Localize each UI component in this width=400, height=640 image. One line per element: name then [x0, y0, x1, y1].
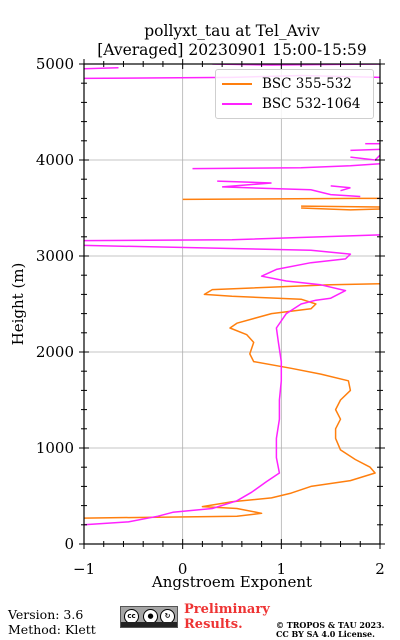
- series-segment-bsc-532-1064: [84, 67, 119, 70]
- x-tick-label: 0: [177, 560, 188, 578]
- series-segment-bsc-532-1064: [330, 185, 351, 192]
- x-tick-label: 1: [276, 560, 287, 578]
- series-segment-bsc-532-1064: [217, 180, 361, 198]
- y-tick-label: 5000: [35, 55, 74, 73]
- y-tick-label: 1000: [35, 439, 74, 457]
- legend-label: BSC 532-1064: [262, 96, 361, 112]
- series-segment-bsc-532-1064: [350, 154, 380, 161]
- y-tick-label: 3000: [35, 247, 74, 265]
- method-text: Method: Klett: [8, 622, 96, 637]
- series-segment-bsc-532-1064: [192, 163, 380, 170]
- cc-license-badge: cc ● ↻: [120, 606, 178, 628]
- x-axis-label: Angstroem Exponent: [151, 573, 313, 591]
- legend-entry-bsc-355-532: BSC 355-532: [222, 75, 352, 93]
- copyright-text: © TROPOS & TAU 2023.: [276, 620, 385, 630]
- version-text: Version: 3.6: [8, 607, 84, 622]
- legend-swatch-magenta: [222, 103, 252, 105]
- series-line-bsc-355-532: [84, 283, 380, 519]
- x-tick-label: 2: [375, 560, 385, 578]
- results-text: Results.: [184, 617, 243, 632]
- y-axis-label: Height (m): [9, 262, 27, 346]
- series-segment-bsc-355-532: [301, 207, 380, 211]
- legend-label: BSC 355-532: [262, 76, 352, 92]
- chart-subtitle: [Averaged] 20230901 15:00-15:59: [97, 41, 367, 59]
- series-segment-bsc-355-532: [182, 197, 380, 201]
- y-tick-label: 4000: [35, 151, 74, 169]
- y-tick-label: 0: [64, 535, 74, 553]
- axis-ticks: [79, 59, 385, 549]
- preliminary-text: Preliminary: [184, 602, 270, 617]
- legend-swatch-orange: [222, 83, 252, 85]
- series-segment-bsc-532-1064: [84, 234, 380, 242]
- legend-entry-bsc-532-1064: BSC 532-1064: [222, 95, 360, 113]
- y-tick-label: 2000: [35, 343, 74, 361]
- series-segment-bsc-532-1064: [350, 148, 380, 152]
- chart-title: pollyxt_tau at Tel_Aviv: [144, 22, 320, 40]
- series-segment-bsc-355-532: [301, 205, 380, 208]
- grid-lines: [83, 63, 381, 545]
- license-text: CC BY SA 4.0 License.: [276, 629, 375, 639]
- cc-badge-bar: [121, 622, 177, 627]
- plot-frame: [83, 63, 381, 545]
- x-tick-label: −1: [72, 560, 96, 578]
- chart-legend: BSC 355-532 BSC 532-1064: [215, 69, 374, 119]
- series-line-bsc-532-1064: [84, 244, 352, 526]
